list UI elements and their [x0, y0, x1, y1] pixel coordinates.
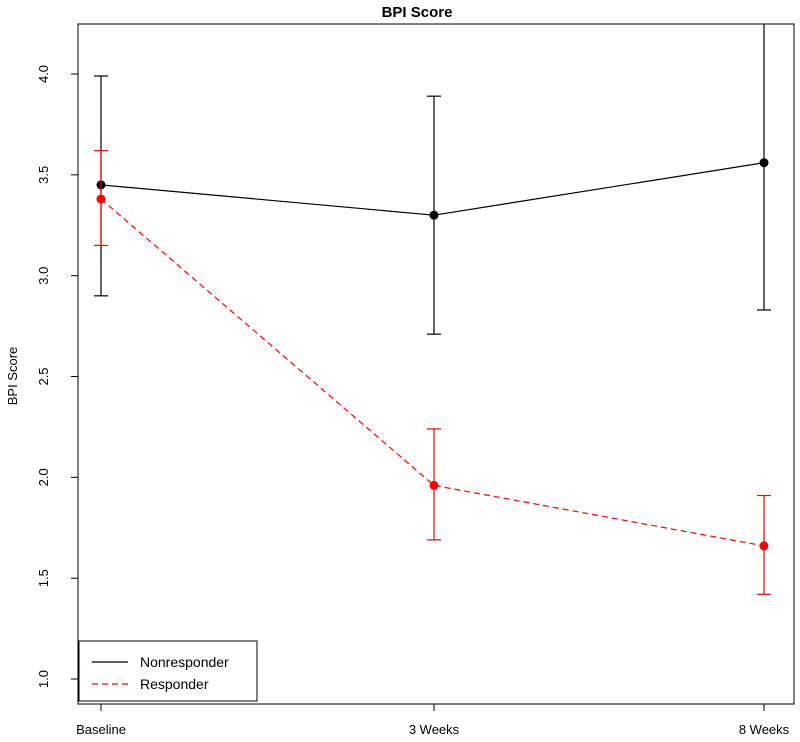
x-tick-label: 8 Weeks — [739, 722, 790, 737]
nonresponder-point — [429, 210, 439, 220]
y-tick-label: 2.0 — [36, 468, 51, 486]
responder-point — [759, 541, 769, 551]
responder-point — [429, 480, 439, 490]
legend-label-nonresponder: Nonresponder — [140, 654, 229, 670]
y-axis-label: BPI Score — [5, 347, 20, 406]
responder-line — [100, 198, 765, 547]
y-tick-label: 3.0 — [36, 267, 51, 285]
y-tick-label: 3.5 — [36, 166, 51, 184]
nonresponder-point — [759, 158, 769, 168]
y-tick-label: 1.5 — [36, 569, 51, 587]
chart-title: BPI Score — [382, 4, 453, 21]
legend-box — [78, 640, 258, 702]
y-axis: 1.0 1.5 2.0 2.5 3.0 3.5 4.0 — [36, 65, 79, 688]
legend-label-responder: Responder — [140, 676, 209, 692]
x-axis: Baseline 3 Weeks 8 Weeks — [76, 703, 790, 737]
nonresponder-line — [100, 162, 765, 216]
y-tick-label: 4.0 — [36, 65, 51, 83]
y-tick-label: 1.0 — [36, 670, 51, 688]
plot-frame — [77, 23, 795, 705]
series-layer — [94, 24, 771, 595]
x-tick-label: 3 Weeks — [409, 722, 460, 737]
x-tick-label: Baseline — [76, 722, 126, 737]
responder-point — [96, 194, 106, 204]
y-tick-label: 2.5 — [36, 367, 51, 385]
legend: Nonresponder Responder — [78, 640, 258, 702]
